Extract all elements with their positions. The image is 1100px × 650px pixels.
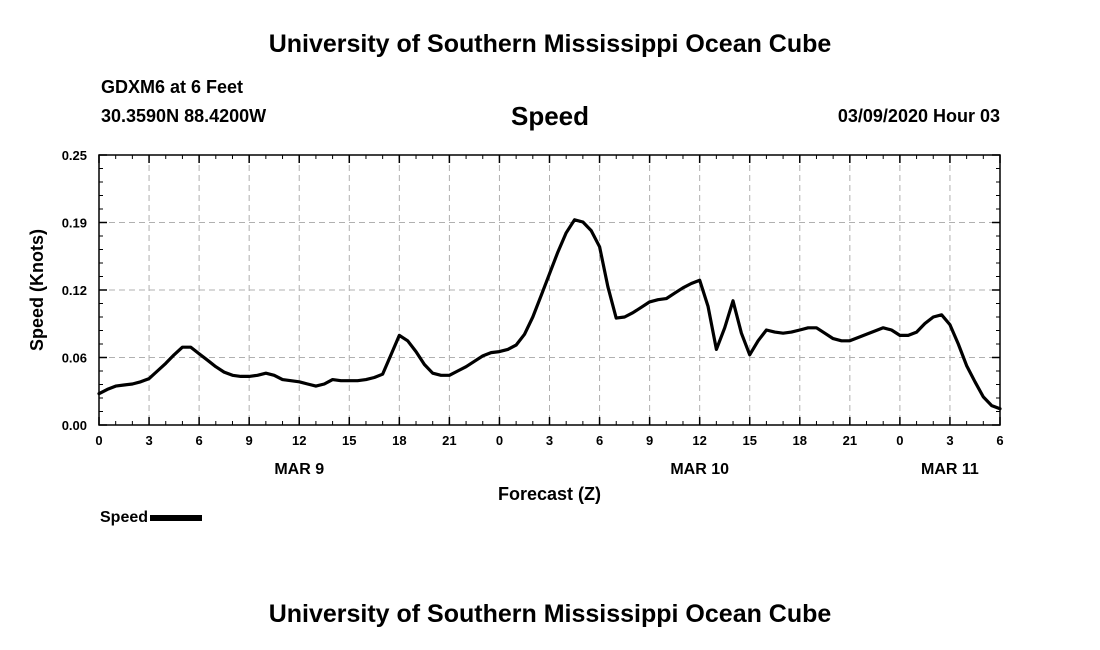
y-axis-title: Speed (Knots) — [27, 229, 47, 351]
x-tick-label: 15 — [742, 433, 756, 448]
day-label: MAR 11 — [921, 461, 979, 478]
y-tick-label: 0.19 — [62, 216, 87, 231]
x-tick-label: 21 — [843, 433, 857, 448]
x-tick-label: 6 — [596, 433, 603, 448]
x-tick-label: 12 — [292, 433, 306, 448]
chart-top-title: University of Southern Mississippi Ocean… — [268, 30, 832, 58]
x-tick-label: 9 — [646, 433, 653, 448]
variable-title: Speed — [510, 101, 590, 131]
x-tick-label: 21 — [442, 433, 456, 448]
chart-bottom-title: University of Southern Mississippi Ocean… — [268, 600, 832, 628]
y-tick-label: 0.25 — [62, 148, 87, 163]
y-tick-label: 0.06 — [62, 351, 87, 366]
x-tick-label: 18 — [793, 433, 807, 448]
x-tick-label: 3 — [546, 433, 553, 448]
x-tick-label: 6 — [996, 433, 1003, 448]
series-line-speed — [97, 218, 1002, 411]
day-label: MAR 10 — [670, 461, 729, 478]
x-tick-label: 3 — [946, 433, 953, 448]
x-tick-label: 15 — [342, 433, 356, 448]
x-tick-label: 0 — [896, 433, 903, 448]
day-label: MAR 9 — [274, 461, 324, 478]
x-tick-label: 12 — [692, 433, 706, 448]
x-tick-label: 3 — [145, 433, 152, 448]
y-tick-label: 0.00 — [62, 418, 87, 433]
x-tick-label: 6 — [195, 433, 202, 448]
x-tick-label: 9 — [246, 433, 253, 448]
station-label: GDXM6 at 6 Feet — [101, 77, 244, 97]
plot-frame — [98, 154, 1001, 426]
x-tick-label: 0 — [95, 433, 102, 448]
y-tick-label: 0.12 — [62, 283, 87, 298]
x-tick-label: 0 — [496, 433, 503, 448]
x-tick-label: 18 — [392, 433, 406, 448]
x-axis-title: Forecast (Z) — [498, 484, 601, 504]
station-coordinates: 30.3590N 88.4200W — [101, 106, 267, 126]
forecast-datetime: 03/09/2020 Hour 03 — [837, 106, 1000, 126]
legend: Speed — [100, 509, 203, 527]
legend-line-swatch — [150, 514, 203, 521]
legend-label: Speed — [100, 509, 149, 526]
